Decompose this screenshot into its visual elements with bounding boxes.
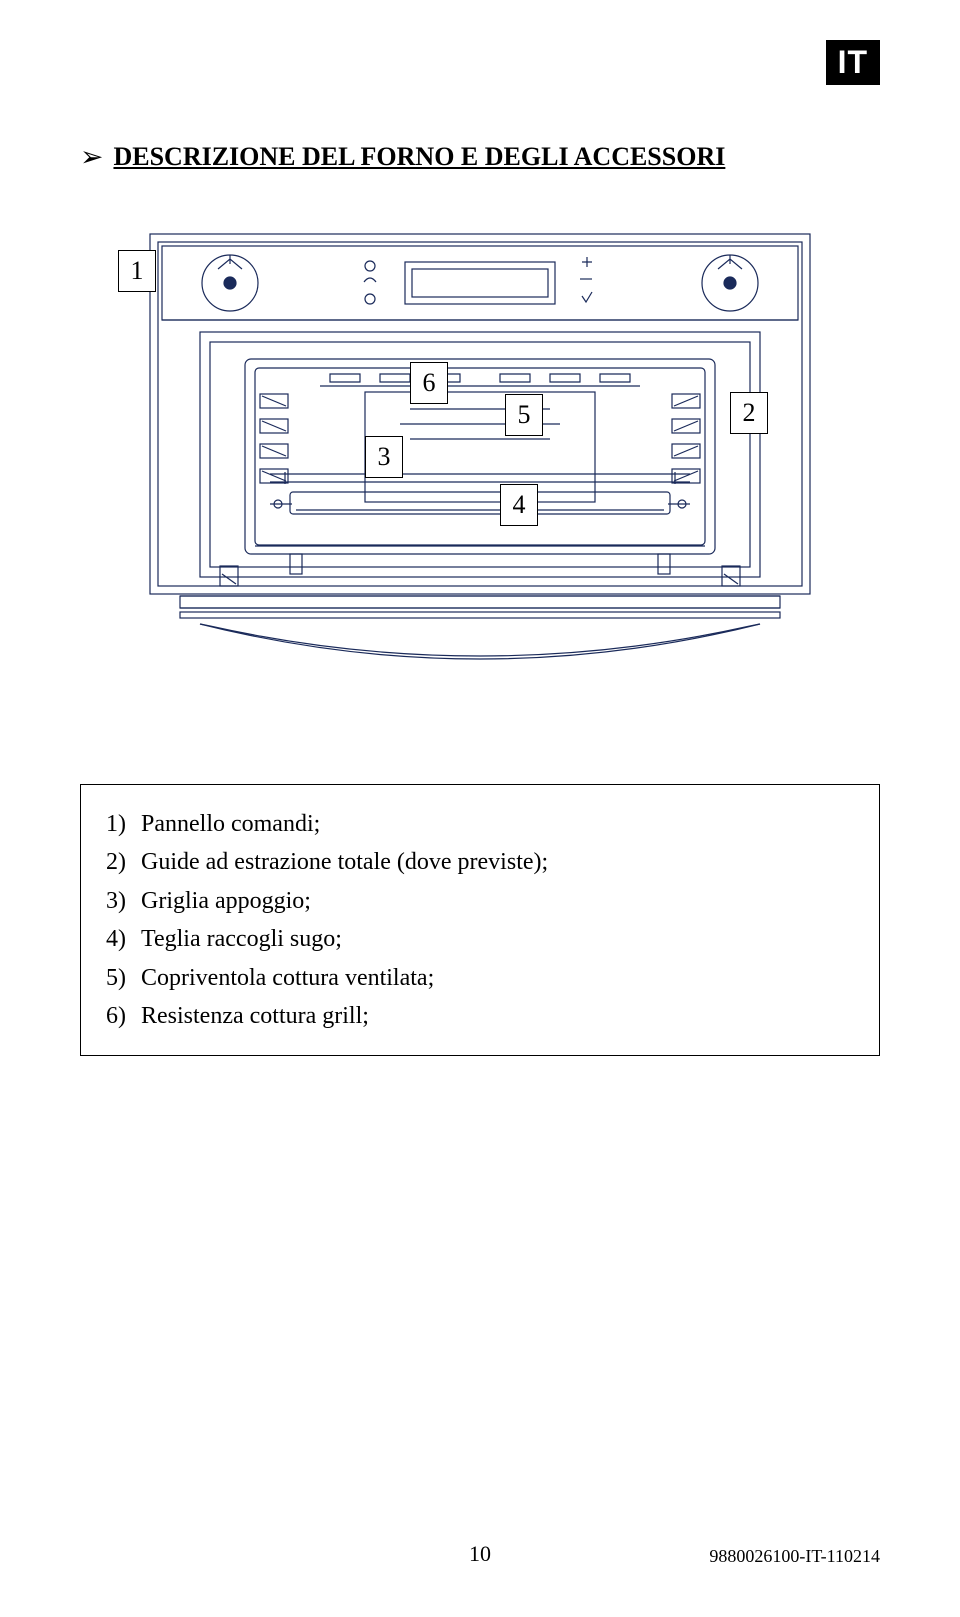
legend-text: Copriventola cottura ventilata; <box>141 959 434 997</box>
legend-box: 1)Pannello comandi; 2)Guide ad estrazion… <box>80 784 880 1056</box>
legend-list: 1)Pannello comandi; 2)Guide ad estrazion… <box>106 805 854 1035</box>
title-row: ➢ DESCRIZIONE DEL FORNO E DEGLI ACCESSOR… <box>80 140 880 174</box>
legend-num: 1) <box>106 805 141 843</box>
oven-diagram: 1 2 3 4 5 6 <box>130 214 830 704</box>
legend-text: Guide ad estrazione totale (dove previst… <box>141 843 548 881</box>
legend-num: 2) <box>106 843 141 881</box>
callout-4: 4 <box>500 484 538 526</box>
page-number: 10 <box>469 1541 491 1567</box>
document-code: 9880026100-IT-110214 <box>709 1546 880 1567</box>
legend-text: Pannello comandi; <box>141 805 320 843</box>
language-badge: IT <box>826 40 880 85</box>
legend-item: 3)Griglia appoggio; <box>106 882 854 920</box>
page-title: DESCRIZIONE DEL FORNO E DEGLI ACCESSORI <box>113 142 725 172</box>
legend-text: Griglia appoggio; <box>141 882 311 920</box>
oven-svg <box>130 214 830 704</box>
callout-5: 5 <box>505 394 543 436</box>
page-footer: 10 9880026100-IT-110214 <box>0 1546 960 1567</box>
legend-item: 4)Teglia raccogli sugo; <box>106 920 854 958</box>
callout-2: 2 <box>730 392 768 434</box>
legend-num: 3) <box>106 882 141 920</box>
bullet-arrow-icon: ➢ <box>80 140 103 174</box>
legend-item: 2)Guide ad estrazione totale (dove previ… <box>106 843 854 881</box>
legend-item: 6)Resistenza cottura grill; <box>106 997 854 1035</box>
legend-num: 5) <box>106 959 141 997</box>
legend-item: 1)Pannello comandi; <box>106 805 854 843</box>
callout-3: 3 <box>365 436 403 478</box>
legend-text: Teglia raccogli sugo; <box>141 920 342 958</box>
callout-6: 6 <box>410 362 448 404</box>
legend-num: 6) <box>106 997 141 1035</box>
oven-diagram-container: 1 2 3 4 5 6 <box>80 214 880 704</box>
callout-1: 1 <box>118 250 156 292</box>
legend-item: 5)Copriventola cottura ventilata; <box>106 959 854 997</box>
legend-text: Resistenza cottura grill; <box>141 997 369 1035</box>
legend-num: 4) <box>106 920 141 958</box>
